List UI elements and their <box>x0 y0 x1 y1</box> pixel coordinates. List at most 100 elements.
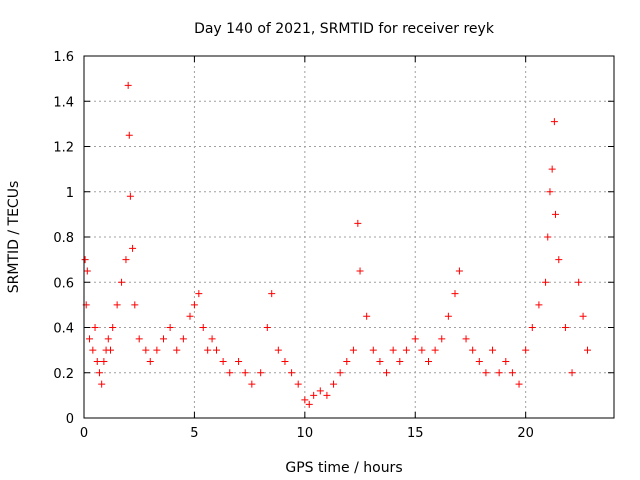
x-tick-label: 10 <box>297 426 314 441</box>
data-point <box>93 357 101 365</box>
y-tick-label: 0.4 <box>53 322 74 337</box>
data-point <box>455 267 463 275</box>
data-point <box>451 290 459 298</box>
data-point <box>146 357 154 365</box>
x-tick-label: 0 <box>80 426 88 441</box>
data-point <box>305 400 313 408</box>
data-point <box>438 335 446 343</box>
y-tick-labels: 0 0.2 0.4 0.6 0.8 1 1.2 1.4 1.6 <box>53 50 74 427</box>
data-point <box>462 335 470 343</box>
data-point <box>369 346 377 354</box>
y-tick-label: 1.4 <box>53 95 74 110</box>
data-point <box>411 335 419 343</box>
data-point <box>294 380 302 388</box>
data-point <box>263 324 271 331</box>
data-point <box>575 278 583 286</box>
data-point <box>248 380 256 388</box>
chart-title: Day 140 of 2021, SRMTID for receiver rey… <box>194 21 495 37</box>
data-point <box>402 346 410 354</box>
data-point <box>118 278 126 286</box>
data-point <box>444 312 452 320</box>
data-point <box>555 256 563 264</box>
data-point <box>349 346 357 354</box>
data-point <box>125 131 133 139</box>
data-point <box>323 391 331 399</box>
data-point <box>548 165 556 173</box>
data-point <box>186 312 194 320</box>
data-point <box>482 369 490 377</box>
data-point <box>95 369 103 377</box>
y-tick-label: 0 <box>66 412 74 427</box>
data-point <box>584 346 591 354</box>
x-tick-labels: 0 5 10 15 20 <box>80 426 534 441</box>
data-point <box>257 369 265 377</box>
data-point <box>195 290 203 298</box>
data-point <box>330 380 338 388</box>
data-point <box>81 256 89 264</box>
data-point <box>389 346 397 354</box>
data-point <box>546 188 554 196</box>
data-point <box>104 335 112 343</box>
data-point <box>301 396 309 404</box>
data-point <box>489 346 497 354</box>
data-point <box>124 81 132 89</box>
data-point <box>135 335 143 343</box>
data-point <box>173 346 181 354</box>
data-point <box>235 357 243 365</box>
data-point <box>508 369 516 377</box>
data-point <box>166 324 174 331</box>
data-point <box>354 219 362 227</box>
data-point <box>551 210 559 218</box>
x-tick-label: 5 <box>190 426 198 441</box>
data-point <box>550 118 558 126</box>
data-point <box>179 335 187 343</box>
data-point <box>160 335 167 343</box>
data-point <box>418 346 426 354</box>
data-point <box>199 324 207 331</box>
data-point <box>579 312 587 320</box>
data-point <box>469 346 477 354</box>
data-point <box>376 357 384 365</box>
data-point <box>126 192 134 200</box>
data-point <box>241 369 249 377</box>
data-point <box>281 357 289 365</box>
y-tick-label: 1.2 <box>53 141 74 156</box>
data-point <box>343 357 351 365</box>
data-point <box>226 369 234 377</box>
data-point <box>336 369 344 377</box>
data-point <box>535 301 543 309</box>
data-point <box>363 312 371 320</box>
data-point <box>356 267 364 275</box>
data-point <box>131 301 139 309</box>
data-point <box>316 387 324 395</box>
y-tick-label: 0.8 <box>53 231 74 246</box>
data-point <box>396 357 404 365</box>
data-point <box>89 346 97 354</box>
data-point <box>98 380 106 388</box>
data-point <box>219 357 227 365</box>
data-point <box>190 301 198 309</box>
y-tick-label: 1 <box>66 186 74 201</box>
data-point <box>544 233 552 241</box>
data-point <box>561 324 569 331</box>
data-point <box>86 335 94 343</box>
data-point <box>153 346 161 354</box>
data-point <box>431 346 439 354</box>
data-point <box>515 380 523 388</box>
y-tick-label: 0.6 <box>53 276 74 291</box>
data-point <box>288 369 296 377</box>
data-point <box>274 346 282 354</box>
data-point <box>502 357 510 365</box>
data-point <box>91 324 99 331</box>
data-point <box>129 244 137 252</box>
x-axis-label: GPS time / hours <box>285 460 402 476</box>
data-point <box>213 346 220 354</box>
data-point <box>528 324 536 331</box>
data-point <box>542 278 550 286</box>
y-axis-label: SRMTID / TECUs <box>6 181 22 294</box>
data-point <box>107 346 114 354</box>
x-tick-label: 20 <box>517 426 534 441</box>
y-tick-label: 0.2 <box>53 367 74 382</box>
